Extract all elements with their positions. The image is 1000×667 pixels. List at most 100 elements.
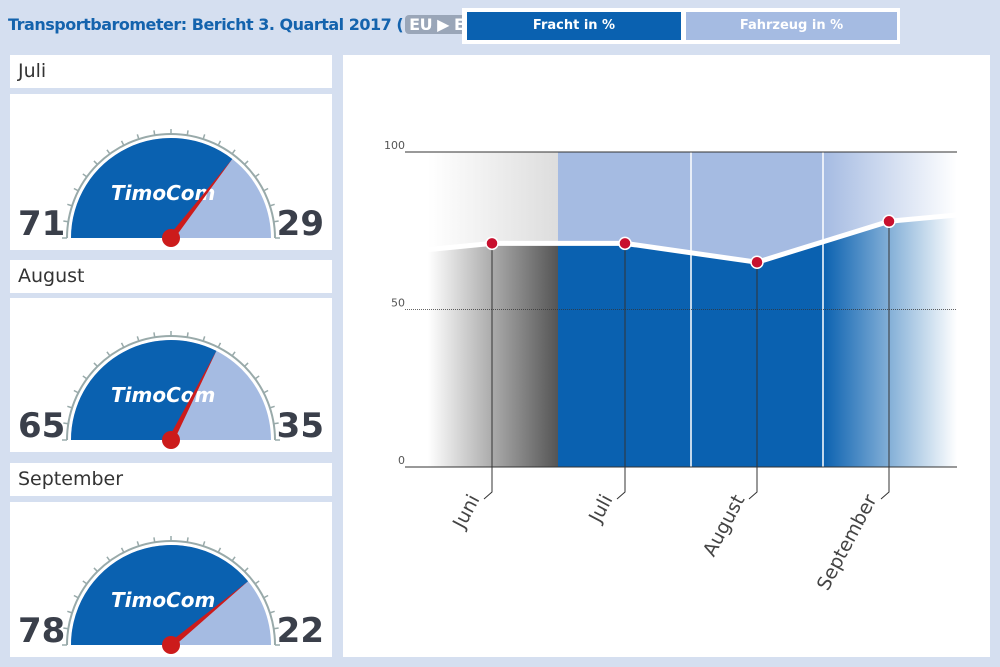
gauge-tick: [269, 405, 275, 409]
y-tick-label: 100: [384, 139, 405, 152]
title-text: Transportbarometer: Bericht 3. Quartal 2…: [8, 15, 404, 34]
chart-svg: 0 50 100 Juni Juli August September: [384, 139, 958, 594]
x-tick-label: September: [813, 491, 882, 594]
gauge-tick: [269, 203, 275, 207]
gauge-scale-arc: [66, 540, 276, 646]
gauge-needle-hub: [162, 636, 180, 654]
gauge-tick: [254, 375, 260, 380]
gauge-tick: [153, 537, 156, 543]
page-title: Transportbarometer: Bericht 3. Quartal 2…: [8, 15, 490, 34]
month-header-august: August: [10, 260, 332, 293]
tab-fahrzeug[interactable]: Fahrzeug in %: [686, 12, 897, 40]
gauge-tick: [63, 220, 69, 223]
gauge-tick: [63, 422, 69, 425]
gauge-tick: [254, 173, 260, 178]
gauge-scale-arc: [66, 133, 276, 239]
fahrzeug-value: 29: [276, 204, 324, 244]
gauge-tick: [244, 160, 249, 165]
gauge-tick: [244, 567, 249, 572]
tab-bar: Fracht in % Fahrzeug in %: [462, 8, 900, 44]
gauge-tick: [186, 537, 189, 543]
gauge-tick: [82, 375, 88, 380]
gauge-tick: [93, 160, 98, 165]
gauge-needle: [168, 350, 217, 442]
gauge-svg: TimoCom: [62, 331, 280, 449]
fahrzeug-value: 35: [276, 406, 324, 446]
gauge-august: TimoCom 65 35: [10, 298, 332, 452]
gauge-september: TimoCom 78 22: [10, 502, 332, 657]
data-point: [750, 255, 764, 269]
september-band-area: [823, 215, 957, 467]
gauge-tick: [106, 556, 111, 562]
gauge-tick: [263, 187, 269, 192]
gauge-tick: [186, 130, 189, 136]
gauge-tick: [120, 342, 125, 348]
gauge-needle: [168, 158, 233, 240]
gauge-tick: [136, 541, 140, 547]
gauge-tick: [186, 332, 189, 338]
gauge-tick: [63, 627, 69, 630]
gauge-tick: [120, 140, 125, 146]
gauge-tick: [136, 336, 140, 342]
gauge-tick: [273, 422, 279, 425]
gauge-svg: TimoCom: [62, 536, 280, 654]
gauge-fracht-fill: [71, 340, 217, 440]
gauge-tick: [93, 362, 98, 367]
y-tick-label: 50: [391, 297, 405, 310]
gauge-tick: [153, 332, 156, 338]
timocom-logo: TimoCom: [111, 383, 215, 407]
gauge-tick: [106, 149, 111, 155]
line-chart: 0 50 100 Juni Juli August September: [343, 55, 990, 657]
x-tick-label: Juni: [448, 491, 484, 533]
gauge-scale-arc: [66, 335, 276, 441]
gauge-tick: [269, 610, 275, 614]
gauge-tick: [93, 567, 98, 572]
timocom-logo: TimoCom: [111, 588, 215, 612]
leader-line: [880, 221, 890, 500]
x-tick-label: August: [699, 491, 750, 560]
gauge-tick: [202, 336, 206, 342]
leader-line: [483, 243, 493, 500]
gauge-tick: [217, 140, 222, 146]
gauge-needle: [169, 581, 249, 648]
data-point: [882, 214, 896, 229]
gauge-tick: [73, 389, 79, 394]
gauge-tick: [273, 220, 279, 223]
gauge-juli: TimoCom 71 29: [10, 94, 332, 250]
gauge-tick: [231, 351, 236, 357]
fracht-value: 65: [18, 406, 66, 446]
data-line: [427, 212, 958, 265]
gauge-fracht-fill: [71, 138, 233, 238]
gauge-tick: [217, 342, 222, 348]
gauge-tick: [273, 627, 279, 630]
gauge-tick: [254, 580, 260, 585]
gauge-fracht-fill: [71, 545, 249, 645]
fracht-value: 71: [18, 204, 66, 244]
gauge-tick: [82, 580, 88, 585]
gauge-tick: [263, 594, 269, 599]
y-tick-label: 0: [398, 454, 405, 467]
gauge-tick: [153, 130, 156, 136]
gauge-tick: [244, 362, 249, 367]
gauge-tick: [67, 610, 73, 614]
gauge-tick: [202, 541, 206, 547]
gauge-tick: [263, 389, 269, 394]
gauge-tick: [106, 351, 111, 357]
gauge-tick: [82, 173, 88, 178]
month-header-september: September: [10, 463, 332, 496]
leader-line: [616, 243, 626, 500]
gauge-needle-hub: [162, 229, 180, 247]
tab-fracht[interactable]: Fracht in %: [467, 12, 681, 40]
month-header-juli: Juli: [10, 55, 332, 88]
gauge-tick: [73, 187, 79, 192]
fracht-value: 78: [18, 611, 66, 651]
gauge-tick: [73, 594, 79, 599]
gauge-tick: [231, 149, 236, 155]
gauge-needle-hub: [162, 431, 180, 449]
gauge-tick: [202, 134, 206, 140]
gauge-tick: [231, 556, 236, 562]
gauge-tick: [67, 203, 73, 207]
x-tick-label: Juli: [584, 491, 617, 527]
gauge-tick: [217, 547, 222, 553]
gauge-svg: TimoCom: [62, 129, 280, 247]
